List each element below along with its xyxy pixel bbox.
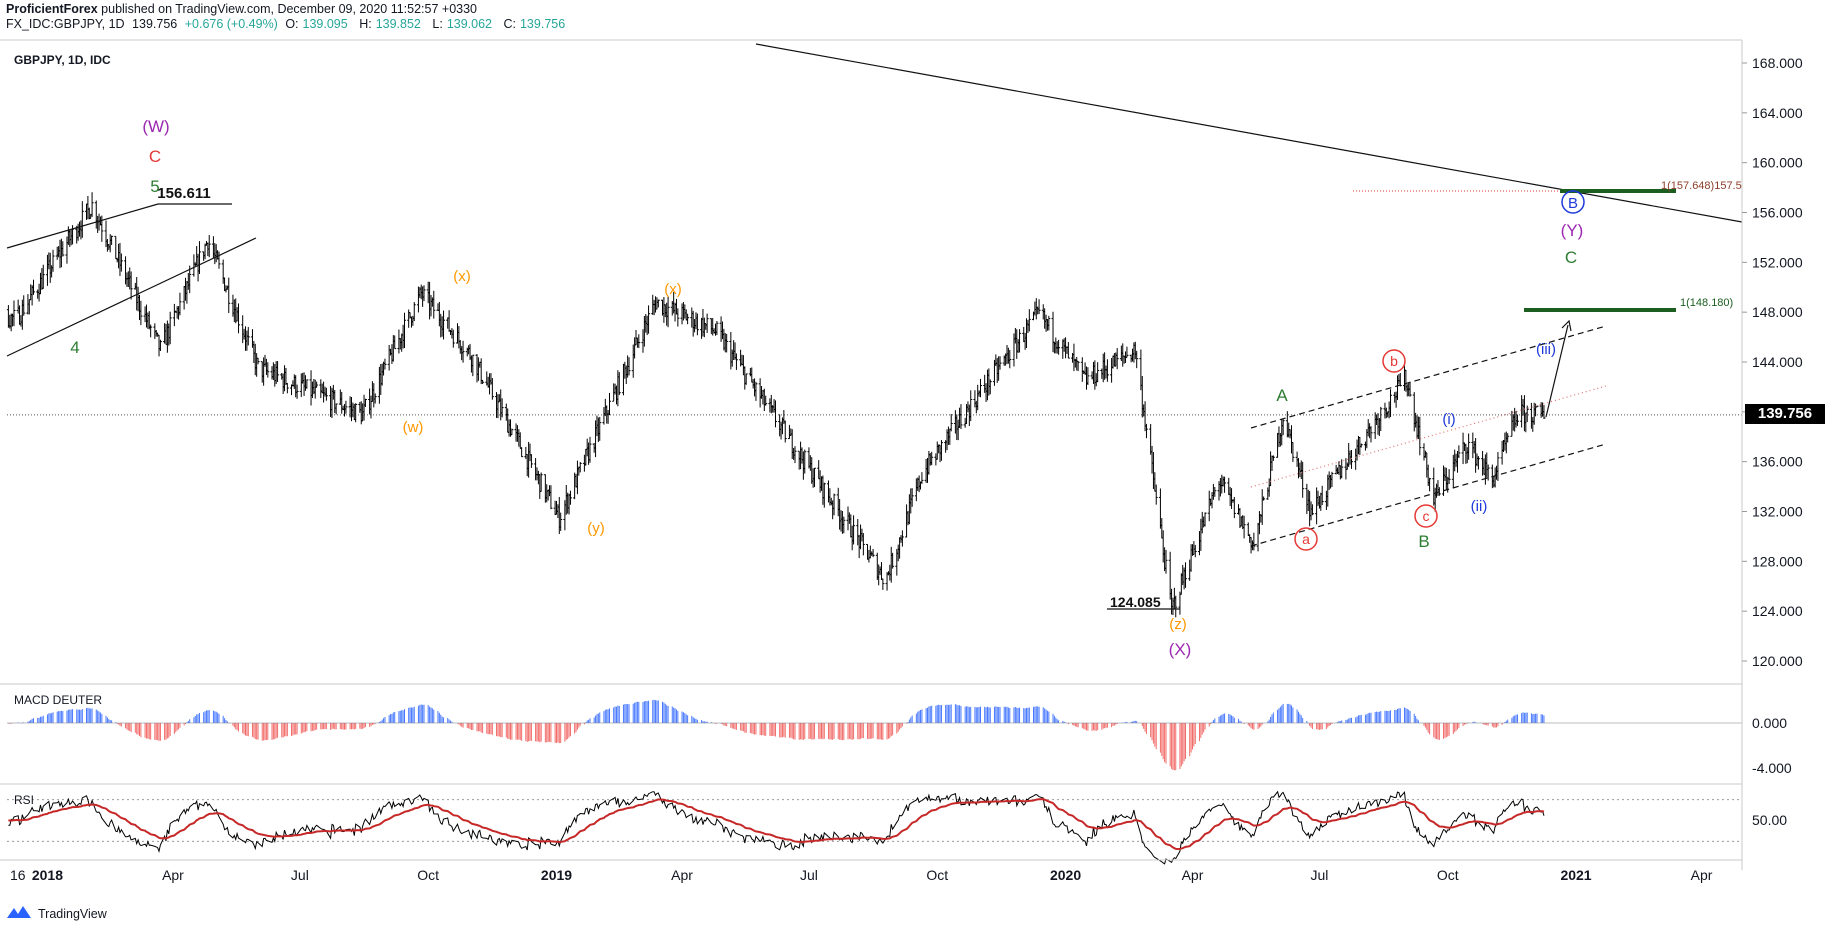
price-tick-label: 148.000 bbox=[1752, 304, 1803, 320]
wave-label-C-green: C bbox=[1565, 248, 1577, 267]
macd-title: MACD DEUTER bbox=[14, 693, 103, 707]
time-tick-label: Oct bbox=[417, 867, 439, 883]
wedge-upper-line bbox=[6, 203, 159, 249]
symbol-label[interactable]: FX_IDC:GBPJPY, 1D bbox=[6, 17, 125, 31]
open-label: O: bbox=[285, 17, 299, 31]
time-tick-label: Oct bbox=[1437, 867, 1459, 883]
time-tick-label: Apr bbox=[1691, 867, 1713, 883]
price-tick-label: 144.000 bbox=[1752, 354, 1803, 370]
low-label: L: bbox=[432, 17, 443, 31]
wave-label-C-red: C bbox=[149, 147, 161, 166]
long-trendline bbox=[755, 43, 1743, 223]
wave-label-5: 5 bbox=[150, 177, 159, 196]
time-tick-label: Jul bbox=[800, 867, 818, 883]
rsi-tick-label: 50.00 bbox=[1752, 812, 1787, 828]
channel-mid-line bbox=[1250, 385, 1607, 488]
macd-tick-label: 0.000 bbox=[1752, 715, 1787, 731]
high-label: H: bbox=[359, 17, 372, 31]
change-value: +0.676 (+0.49%) bbox=[184, 17, 278, 31]
wave-label-4: 4 bbox=[70, 338, 79, 357]
symbol-line: FX_IDC:GBPJPY, 1D 139.756 +0.676 (+0.49%… bbox=[6, 17, 573, 32]
low-price-label: 124.085 bbox=[1110, 594, 1161, 610]
time-tick-label: 2018 bbox=[32, 867, 63, 883]
price-tick-label: 124.000 bbox=[1752, 603, 1803, 619]
price-tick-label: 128.000 bbox=[1752, 553, 1803, 569]
wave-label-c-circle-icon bbox=[1414, 504, 1438, 528]
wave-label-iii: (iii) bbox=[1536, 341, 1556, 358]
last-value: 139.756 bbox=[132, 17, 178, 31]
price-tick-label: 164.000 bbox=[1752, 105, 1803, 121]
wave-label-A: A bbox=[1276, 386, 1288, 405]
tradingview-logo-icon bbox=[6, 905, 32, 922]
last-price-marker: 139.756 bbox=[1745, 404, 1825, 424]
close-value: 139.756 bbox=[519, 17, 566, 31]
wave-label-W: (W) bbox=[142, 117, 169, 136]
high-value: 139.852 bbox=[375, 17, 421, 31]
open-value: 139.095 bbox=[302, 17, 348, 31]
time-tick-label: Apr bbox=[162, 867, 184, 883]
projection-line bbox=[1545, 324, 1569, 418]
time-tick-label: Apr bbox=[1182, 867, 1204, 883]
wave-label-c: c bbox=[1423, 508, 1430, 524]
wave-label-B-green: B bbox=[1418, 532, 1429, 551]
published-text: published on TradingView.com, December 0… bbox=[101, 2, 478, 16]
wave-label-X: (X) bbox=[1169, 640, 1192, 659]
time-tick-label: 2021 bbox=[1560, 867, 1591, 883]
rsi-title: RSI bbox=[14, 793, 35, 807]
price-tick-label: 160.000 bbox=[1752, 155, 1803, 171]
wave-label-b: b bbox=[1390, 353, 1398, 369]
footer-brand-label: TradingView bbox=[38, 906, 107, 921]
pane-title: GBPJPY, 1D, IDC bbox=[14, 53, 111, 67]
price-tick-label: 132.000 bbox=[1752, 504, 1803, 520]
price-tick-label: 136.000 bbox=[1752, 454, 1803, 470]
wave-label-y: (y) bbox=[587, 520, 605, 537]
wave-label-a-circle-icon bbox=[1294, 527, 1318, 551]
channel-upper-line bbox=[1250, 325, 1607, 429]
wave-label-B-circle-icon bbox=[1561, 190, 1585, 214]
time-tick-label: Jul bbox=[291, 867, 309, 883]
wedge-lower-line bbox=[6, 237, 257, 357]
low-value: 139.062 bbox=[446, 17, 492, 31]
publisher-name[interactable]: ProficientForex bbox=[6, 2, 98, 16]
rsi-line bbox=[8, 790, 1545, 865]
wave-label-x2: (x) bbox=[664, 281, 682, 298]
time-tick-label: 2019 bbox=[541, 867, 572, 883]
wave-label-b-circle-icon bbox=[1382, 349, 1406, 373]
footer-brand[interactable]: TradingView bbox=[6, 905, 107, 922]
rsi-ma-line bbox=[8, 798, 1545, 851]
wave-label-a: a bbox=[1302, 531, 1310, 547]
wave-label-i: (i) bbox=[1442, 411, 1455, 428]
chart-header: ProficientForex published on TradingView… bbox=[6, 2, 573, 32]
publish-line: ProficientForex published on TradingView… bbox=[6, 2, 573, 17]
wave-label-Y: (Y) bbox=[1561, 221, 1584, 240]
wave-label-x1: (x) bbox=[453, 268, 471, 285]
fib-label-157: 1(157.648)157.5 bbox=[1661, 180, 1742, 192]
time-tick-label: 2020 bbox=[1050, 867, 1081, 883]
time-tick-label: 16 bbox=[10, 867, 26, 883]
fib-label-148: 1(148.180) bbox=[1680, 297, 1733, 309]
time-tick-label: Oct bbox=[926, 867, 948, 883]
price-tick-label: 156.000 bbox=[1752, 205, 1803, 221]
price-tick-label: 152.000 bbox=[1752, 254, 1803, 270]
wave-label-B-circle: B bbox=[1568, 195, 1578, 212]
close-label: C: bbox=[503, 17, 516, 31]
price-tick-label: 120.000 bbox=[1752, 653, 1803, 669]
wave-label-ii: (ii) bbox=[1471, 498, 1488, 515]
time-tick-label: Jul bbox=[1310, 867, 1328, 883]
wave-label-w: (w) bbox=[403, 419, 424, 436]
wave-label-z: (z) bbox=[1169, 616, 1187, 633]
time-tick-label: Apr bbox=[671, 867, 693, 883]
macd-tick-label: -4.000 bbox=[1752, 760, 1792, 776]
high-price-label: 156.611 bbox=[157, 185, 210, 202]
projection-arrow-icon bbox=[1561, 319, 1572, 332]
price-tick-label: 168.000 bbox=[1752, 55, 1803, 71]
